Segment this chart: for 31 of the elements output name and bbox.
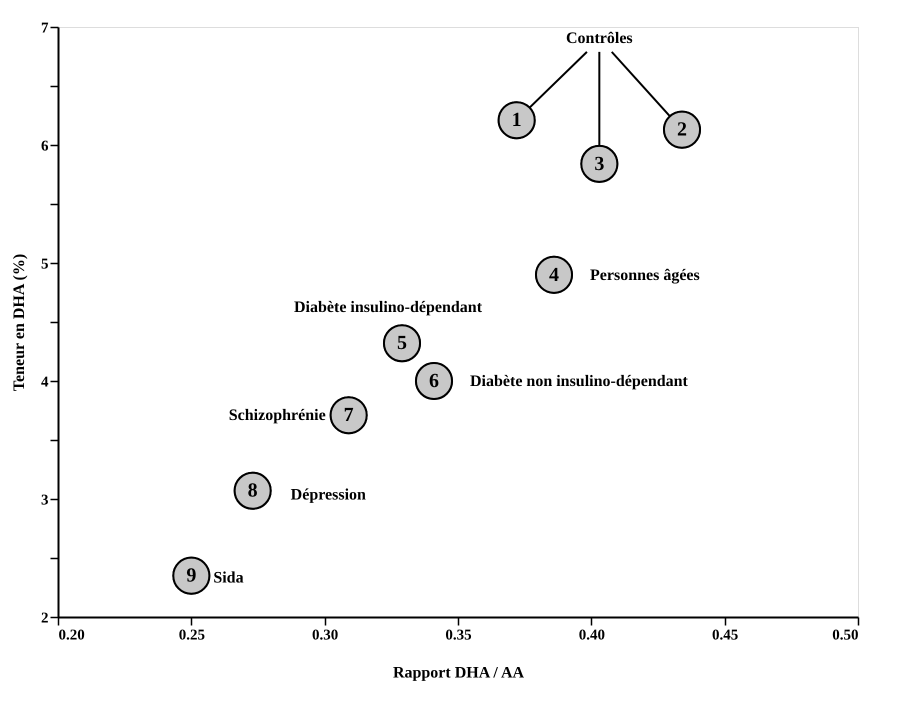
annotation: 6 (429, 370, 439, 392)
annotation: Contrôles (566, 30, 633, 47)
y-tick-label: 3 (41, 492, 48, 508)
annotation: Dépression (290, 486, 366, 504)
x-tick-label: 0.40 (578, 628, 605, 644)
annotation: Diabète non insulino-dépendant (470, 373, 689, 390)
x-tick-label: 0.25 (178, 628, 205, 644)
annotation: 8 (248, 480, 258, 502)
annotation: 2 (677, 118, 687, 141)
x-tick-label: 0.30 (312, 628, 338, 644)
y-tick-label: 4 (41, 374, 49, 390)
x-tick-label: 0.20 (58, 628, 85, 644)
x-tick-label: 0.45 (712, 628, 738, 644)
annotation: Schizophrénie (228, 407, 326, 424)
annotation: 1 (512, 109, 522, 132)
y-tick-label: 5 (41, 256, 48, 272)
annotation: 7 (344, 404, 354, 426)
annotation: Diabète insulino-dépendant (294, 299, 483, 316)
y-tick-label: 2 (41, 610, 48, 626)
annotation: Sida (213, 570, 244, 587)
y-axis-title: Teneur en DHA (%) (11, 254, 28, 392)
x-axis-title: Rapport DHA / AA (392, 664, 525, 682)
y-tick-label: 6 (41, 138, 49, 154)
x-tick-label: 0.50 (832, 628, 858, 644)
annotation: 4 (549, 264, 559, 286)
y-tick-label: 7 (41, 20, 49, 36)
annotation: 5 (397, 332, 407, 354)
annotation: 3 (594, 152, 604, 175)
annotation: Personnes âgées (590, 266, 700, 284)
x-tick-label: 0.35 (445, 628, 472, 644)
annotation: 9 (186, 564, 196, 587)
